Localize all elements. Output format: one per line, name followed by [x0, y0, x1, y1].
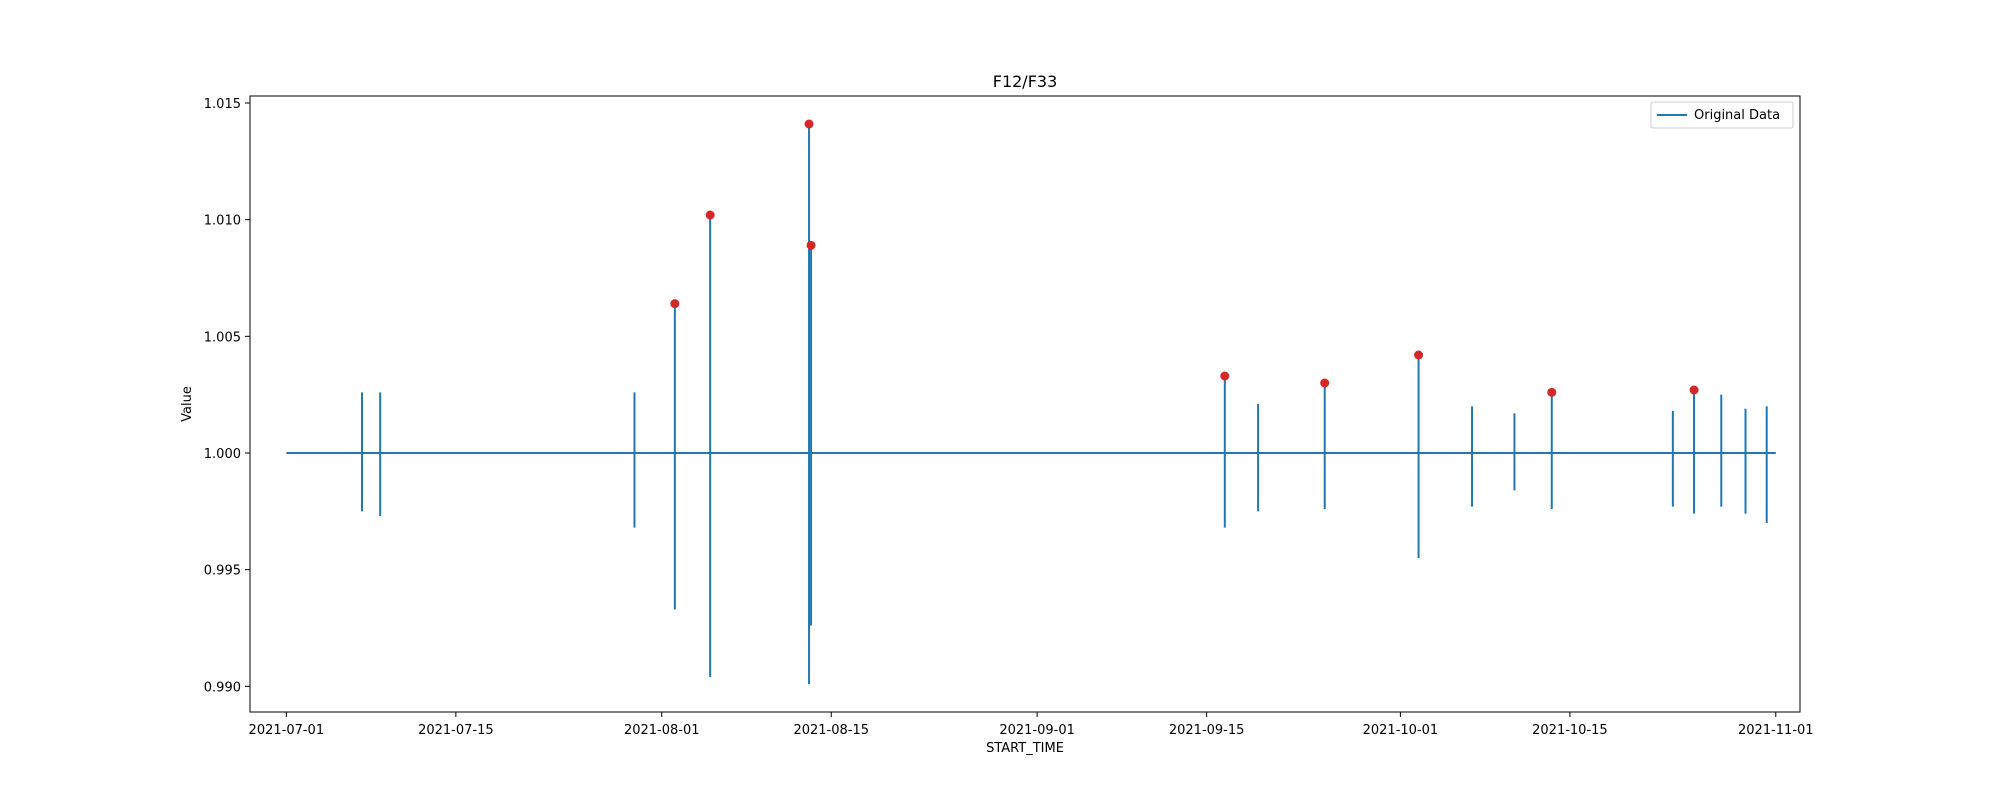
x-tick-label-3: 2021-08-15: [793, 723, 869, 738]
x-tick-label-6: 2021-10-01: [1363, 723, 1439, 738]
plot-area: [286, 119, 1776, 684]
highlight-point-4: [1220, 371, 1230, 381]
legend: Original Data: [1650, 101, 1794, 129]
x-tick-label-5: 2021-09-15: [1169, 723, 1245, 738]
highlight-point-7: [1547, 387, 1557, 397]
plot-frame: [249, 95, 1801, 713]
y-tick-label-0: 0.990: [204, 680, 241, 695]
highlight-point-6: [1414, 350, 1424, 360]
x-tick-label-8: 2021-11-01: [1738, 723, 1814, 738]
y-tick-label-3: 1.005: [204, 330, 241, 345]
chart-title: F12/F33: [993, 72, 1058, 91]
highlight-point-2: [804, 119, 814, 129]
x-tick-label-1: 2021-07-15: [418, 723, 494, 738]
x-axis: 2021-07-01 2021-07-15 2021-08-01 2021-08-15…: [249, 712, 1814, 738]
y-tick-label-5: 1.015: [204, 97, 241, 112]
y-axis-label: Value: [180, 386, 195, 422]
highlight-point-1: [705, 210, 715, 220]
y-tick-label-1: 0.995: [204, 564, 241, 579]
x-tick-label-7: 2021-10-15: [1532, 723, 1608, 738]
y-tick-label-4: 1.010: [204, 214, 241, 229]
legend-box: [1650, 101, 1794, 129]
x-axis-label: START_TIME: [986, 741, 1064, 756]
x-tick-label-0: 2021-07-01: [249, 723, 325, 738]
y-axis: 0.990 0.995 1.000 1.005 1.010 1.015: [204, 97, 250, 695]
legend-label: Original Data: [1694, 108, 1780, 123]
x-tick-label-2: 2021-08-01: [624, 723, 700, 738]
y-tick-label-2: 1.000: [204, 447, 241, 462]
x-tick-label-4: 2021-09-01: [999, 723, 1075, 738]
highlight-point-5: [1320, 378, 1330, 388]
highlight-point-8: [1689, 385, 1699, 395]
highlight-point-3: [806, 240, 816, 250]
highlight-point-0: [670, 299, 680, 309]
